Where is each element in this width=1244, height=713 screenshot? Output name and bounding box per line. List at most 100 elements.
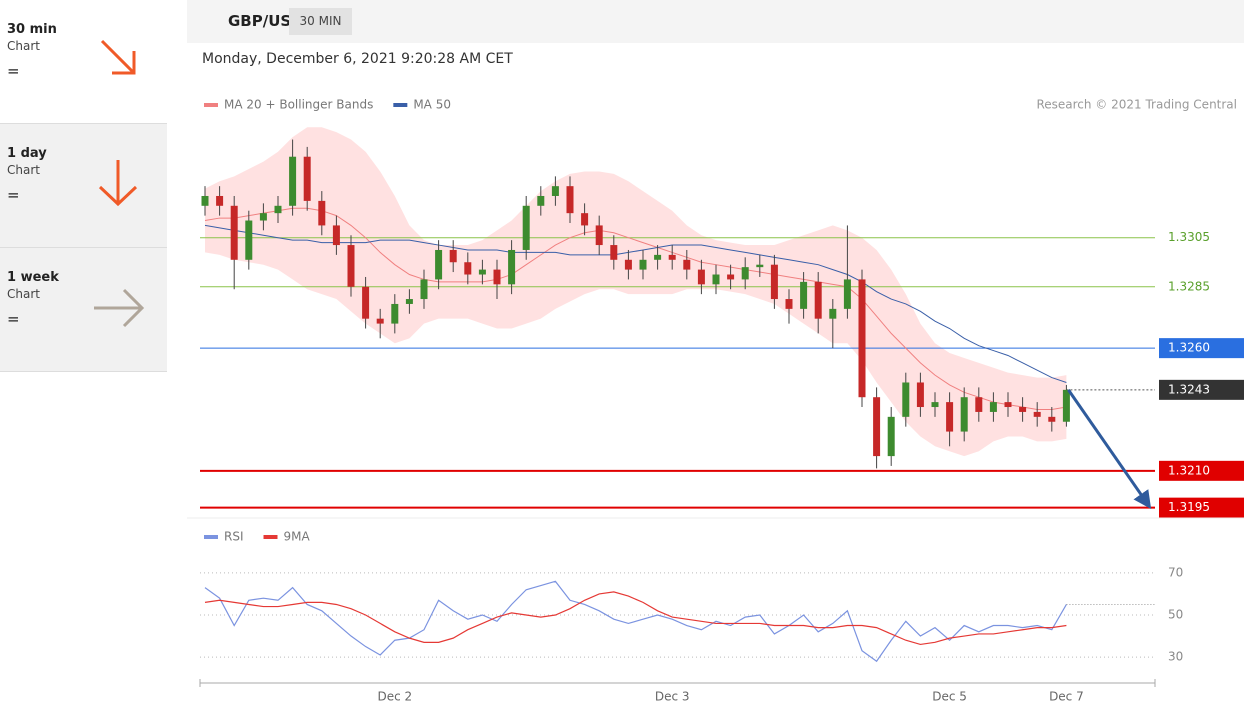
candle-body <box>332 225 340 246</box>
candle-body <box>245 220 253 260</box>
legend-label: MA 50 <box>413 98 451 112</box>
period: 1 week <box>7 270 59 285</box>
candle-body <box>654 254 662 260</box>
timestamp: Monday, December 6, 2021 9:20:28 AM CET <box>202 51 513 67</box>
candle-body <box>770 264 778 300</box>
y-tick-label: 50 <box>1168 608 1183 622</box>
candle-body <box>727 274 735 280</box>
arrow-icon <box>98 160 138 207</box>
candle-body <box>595 225 603 246</box>
candle-body <box>800 281 808 309</box>
level-label-box <box>1159 338 1244 359</box>
period-item[interactable]: 1 day Chart = <box>0 124 167 248</box>
x-tick-label: Dec 7 <box>1049 690 1084 704</box>
candle-body <box>347 245 355 287</box>
candle-body <box>581 213 589 226</box>
candle-body <box>785 299 793 309</box>
candle-body <box>391 303 399 324</box>
rsi-line <box>204 591 1067 646</box>
period: 1 day <box>7 146 47 161</box>
candle-body <box>829 308 837 319</box>
rsi-line <box>204 580 1067 663</box>
level-label: 1.3260 <box>1168 341 1210 355</box>
candle-body <box>624 259 632 270</box>
source: Research © 2021 Trading Central <box>1036 98 1237 112</box>
candle-body <box>960 397 968 432</box>
candle-body <box>1048 416 1056 422</box>
candle-body <box>405 299 413 304</box>
moving-average <box>204 207 1067 410</box>
bollinger-band <box>205 127 1067 457</box>
candle-body <box>508 249 516 285</box>
sign: = <box>7 62 20 80</box>
period: 30 min <box>7 22 57 37</box>
level-label: 1.3243 <box>1168 382 1210 396</box>
y-tick-label: 30 <box>1168 650 1183 664</box>
x-tick-label: Dec 3 <box>655 690 690 704</box>
candle-body <box>551 186 559 196</box>
candle-body <box>610 245 618 260</box>
candle-body <box>522 205 530 250</box>
legend-label: MA 20 + Bollinger Bands <box>224 98 373 112</box>
candle-body <box>318 200 326 226</box>
candle-body <box>303 156 311 201</box>
level-label: 1.3210 <box>1168 463 1210 477</box>
candle-body <box>478 269 486 275</box>
x-tick-label: Dec 5 <box>932 690 967 704</box>
candle-body <box>916 382 924 408</box>
candle-body <box>683 259 691 270</box>
candle-body <box>1019 407 1027 412</box>
candle-body <box>858 279 866 398</box>
candle-body <box>537 195 545 206</box>
sign: = <box>7 186 20 204</box>
period-item[interactable]: 1 week Chart = <box>0 248 167 372</box>
y-tick-label: 70 <box>1168 565 1183 579</box>
candle-body <box>259 213 267 221</box>
candle-body <box>566 186 574 214</box>
level-label: 1.3305 <box>1168 230 1210 244</box>
label: Chart <box>7 163 40 177</box>
candle-body <box>201 195 209 206</box>
x-tick-label: Dec 2 <box>377 690 412 704</box>
main-panel <box>187 0 1244 713</box>
candle-body <box>712 274 720 285</box>
moving-average <box>204 224 1067 383</box>
arrow-icon <box>100 39 136 75</box>
label: Chart <box>7 287 40 301</box>
candle-body <box>464 262 472 275</box>
period-item[interactable]: 30 min Chart = <box>0 0 167 124</box>
candle-body <box>435 249 443 280</box>
interval[interactable]: 30 MIN <box>289 8 352 35</box>
candle-body <box>873 397 881 457</box>
candle-body <box>230 205 238 260</box>
candle-body <box>289 156 297 206</box>
candle-body <box>493 269 501 285</box>
candle-body <box>902 382 910 417</box>
candle-body <box>1062 389 1070 422</box>
sidebar: 30 min Chart = 1 day Chart = 1 week Char… <box>0 0 167 372</box>
forecast-arrow <box>1067 388 1152 510</box>
candle-body <box>887 416 895 457</box>
level-label-box <box>1159 497 1244 518</box>
candle-body <box>216 195 224 206</box>
candle-body <box>931 402 939 408</box>
legend-label: RSI <box>224 530 244 544</box>
candle-body <box>1033 411 1041 417</box>
candle-body <box>697 269 705 285</box>
header: GBP/USD 30 MIN <box>187 0 1244 43</box>
level-label: 1.3285 <box>1168 279 1210 293</box>
candle-body <box>946 402 954 432</box>
label: Chart <box>7 39 40 53</box>
candle-body <box>843 279 851 309</box>
candle-body <box>975 397 983 412</box>
candle-body <box>362 286 370 319</box>
candle-body <box>1004 402 1012 408</box>
candle-body <box>756 264 764 268</box>
level-label-box <box>1159 379 1244 400</box>
candle-body <box>376 318 384 324</box>
candle-body <box>814 281 822 319</box>
symbol: GBP/USD <box>228 12 304 30</box>
candle-body <box>420 279 428 300</box>
